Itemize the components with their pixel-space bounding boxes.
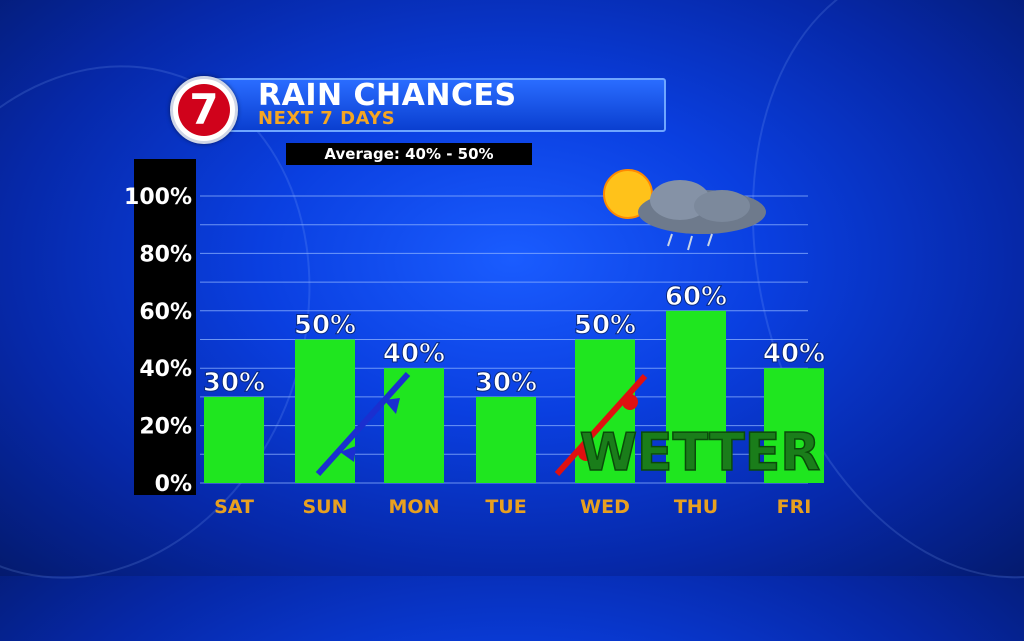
y-tick-label: 60% [139, 300, 192, 325]
cold-front-line [315, 371, 411, 477]
x-tick-label: THU [674, 496, 718, 518]
x-tick-label: FRI [777, 496, 812, 518]
cold-front-triangle [384, 398, 400, 414]
bar [384, 368, 444, 483]
cold-front-triangle [340, 446, 356, 462]
data-label: 40% [763, 339, 825, 369]
y-tick-label: 40% [139, 357, 192, 382]
bar [476, 396, 536, 483]
rain-drop [667, 233, 673, 247]
x-tick-label: SUN [302, 496, 347, 518]
chart-subtitle: NEXT 7 DAYS [258, 108, 396, 129]
warm-front-semicircle [578, 445, 594, 461]
data-label: 40% [383, 339, 445, 369]
data-label: 50% [574, 311, 636, 341]
bar [295, 339, 355, 483]
wetter-annotation: WETTER [580, 423, 821, 483]
y-axis-panel [134, 159, 196, 495]
y-tick-label: 0% [155, 472, 192, 497]
station-logo: 7 [170, 76, 238, 144]
rain-drop [687, 235, 693, 251]
x-tick-label: WED [580, 496, 630, 518]
rain-chart: 0% 20% 40% 60% 80% 100% SAT SUN MON TUE WED THU FRI… [124, 169, 826, 518]
data-label: 50% [294, 311, 356, 341]
bar [666, 310, 726, 483]
y-tick-label: 100% [124, 185, 192, 210]
data-label: 30% [475, 368, 537, 398]
weather-icon [603, 169, 766, 251]
warm-front-line [554, 373, 648, 477]
logo-number: 7 [178, 84, 230, 136]
warm-front-semicircle [622, 394, 638, 410]
bar [204, 396, 264, 483]
rain-drop [707, 233, 713, 247]
data-label: 60% [665, 282, 727, 312]
data-label: 30% [203, 368, 265, 398]
x-tick-label: TUE [485, 496, 526, 518]
x-tick-label: MON [389, 496, 440, 518]
y-tick-label: 80% [139, 242, 192, 267]
title-bar [210, 78, 666, 132]
chart-title: RAIN CHANCES [258, 78, 517, 113]
bar [764, 368, 824, 483]
y-tick-label: 20% [139, 415, 192, 440]
average-label: Average: 40% - 50% [286, 143, 532, 165]
header-banner: 7 RAIN CHANCES NEXT 7 DAYS [170, 76, 666, 144]
x-tick-label: SAT [214, 496, 254, 518]
